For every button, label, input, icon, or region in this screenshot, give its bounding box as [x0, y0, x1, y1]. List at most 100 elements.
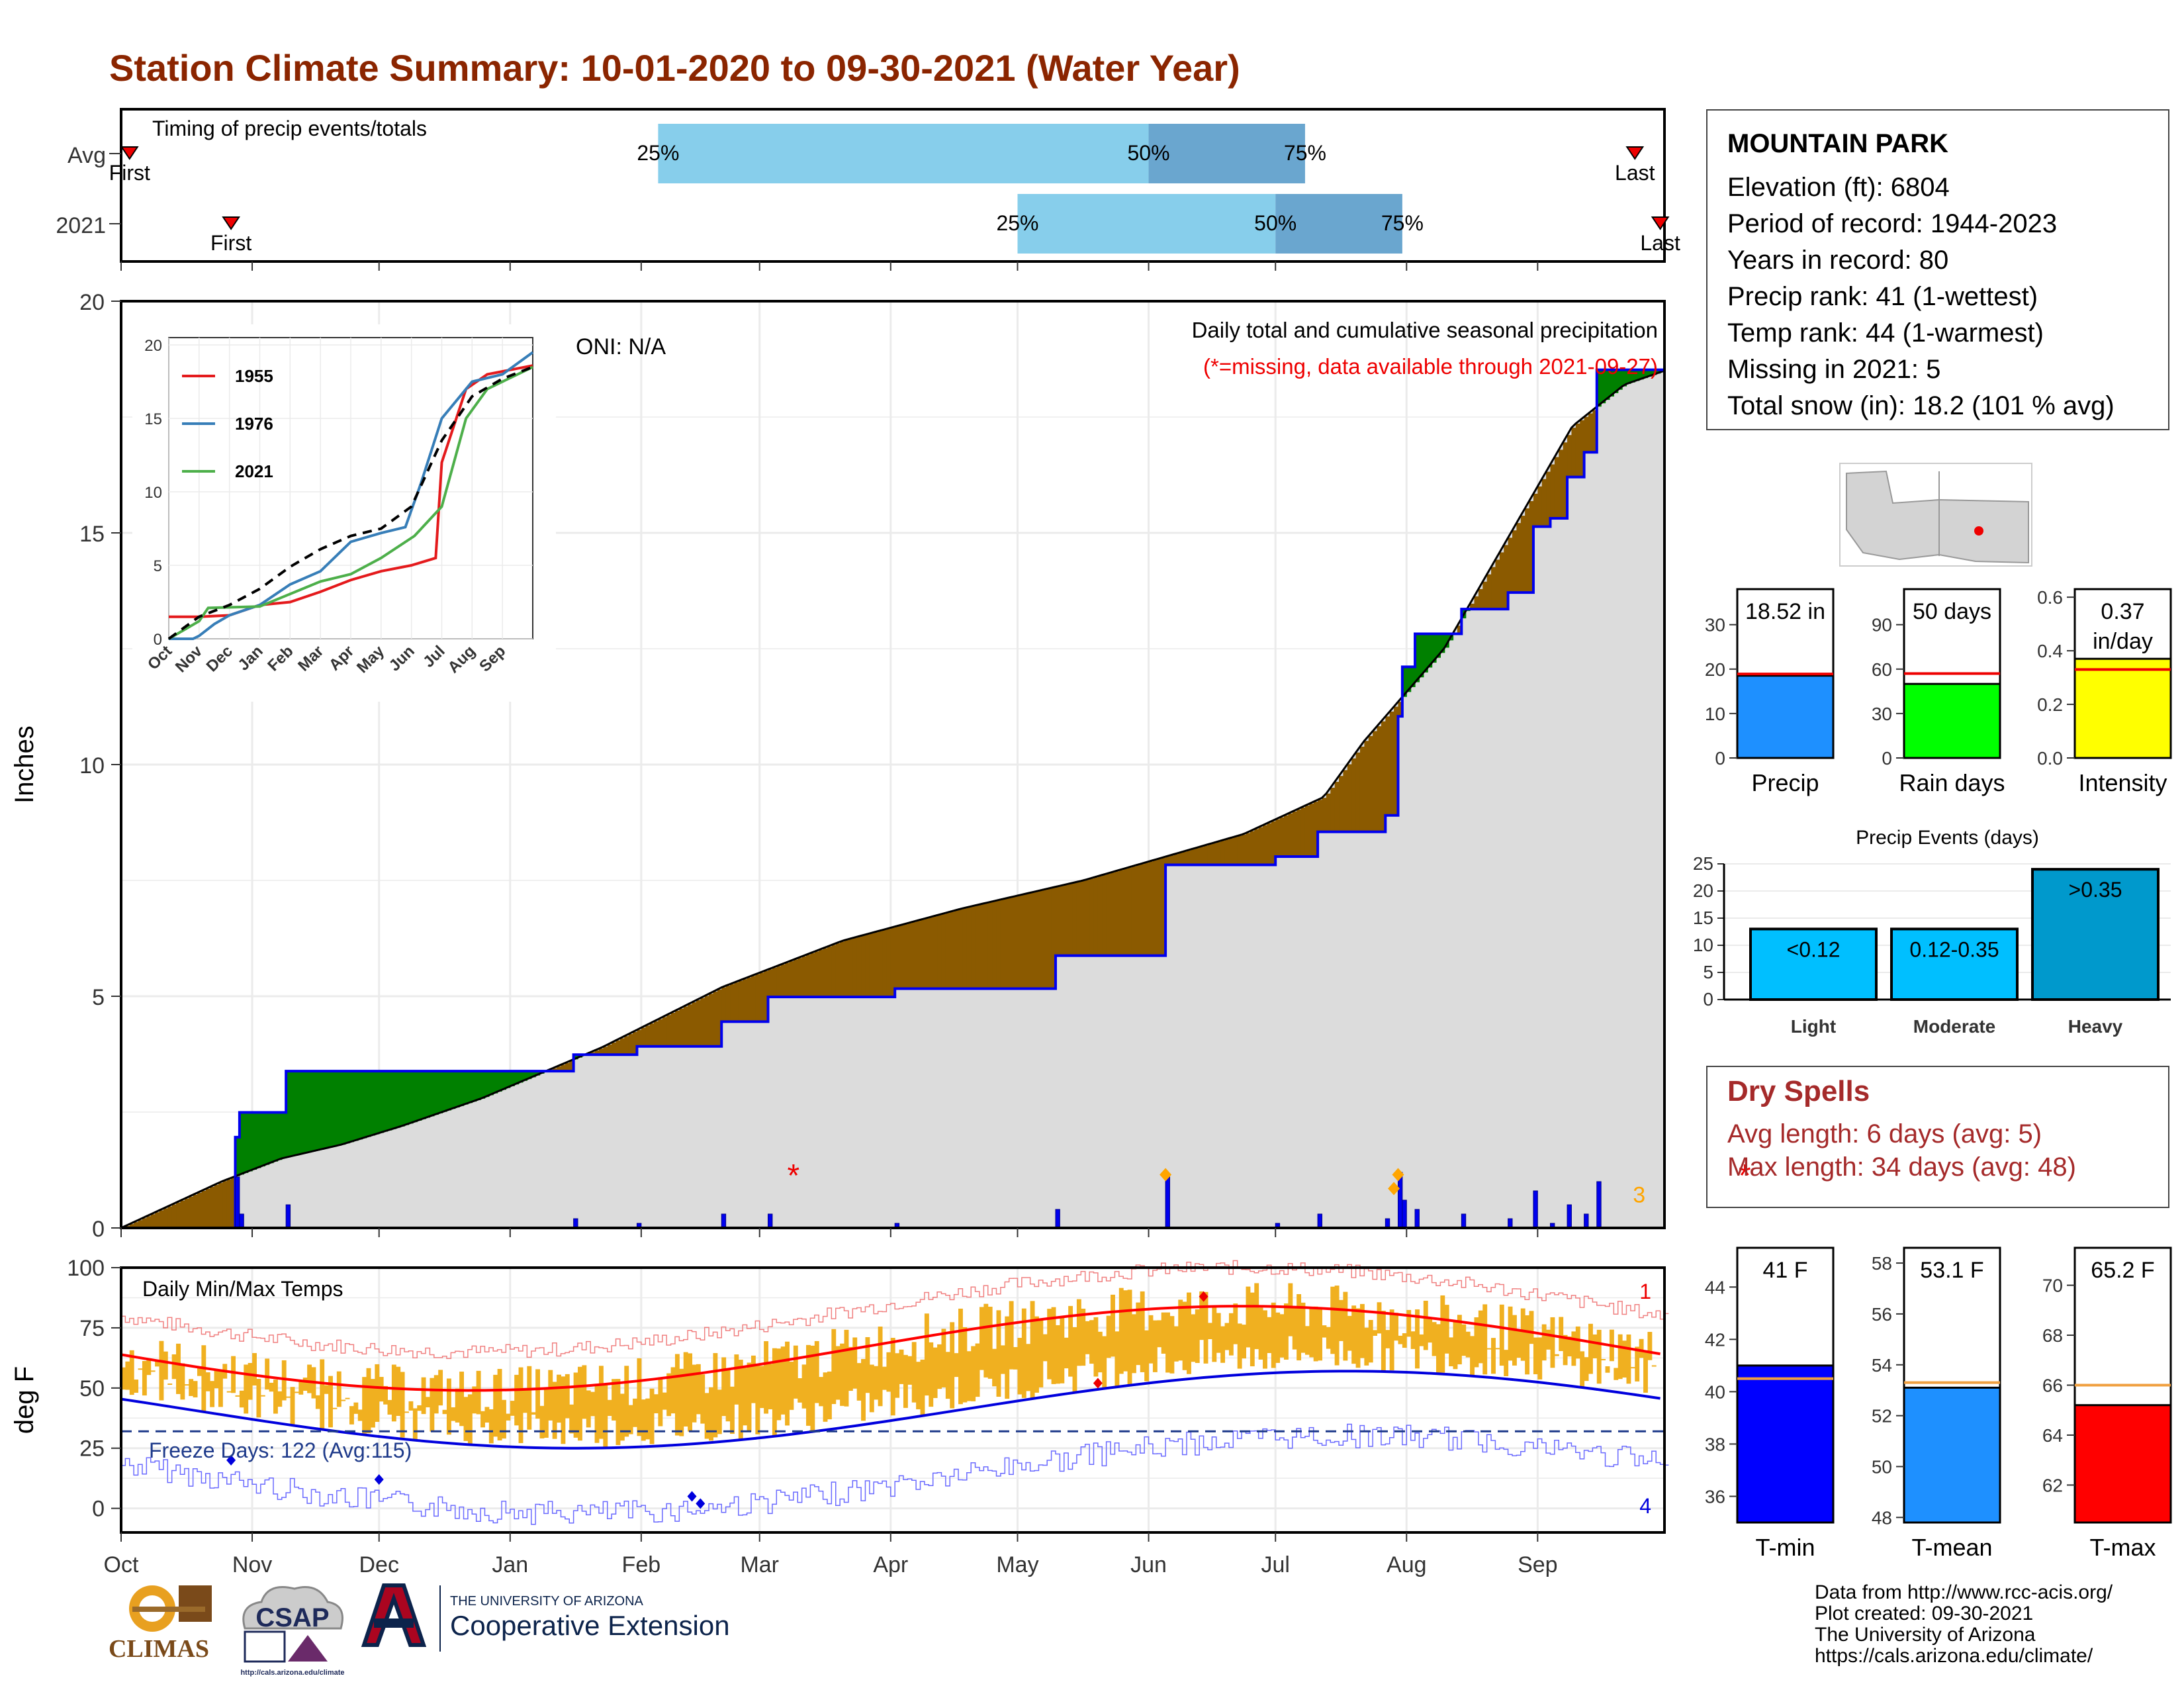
daily-temp-range-bar — [1275, 1312, 1281, 1363]
climas-logo[interactable]: CLIMAS — [106, 1579, 218, 1681]
daily-temp-range-bar — [1364, 1327, 1369, 1366]
station-elevation: Elevation (ft): 6804 — [1727, 173, 1950, 202]
daily-temp-range-bar — [1550, 1317, 1555, 1368]
surplus-area — [349, 1071, 354, 1143]
daily-temp-range-bar — [975, 1343, 980, 1397]
month-tick-label: Apr — [873, 1552, 908, 1577]
deficit-area — [1224, 839, 1230, 865]
tmean-value: 53.1 F — [1920, 1258, 1983, 1283]
surplus-area — [514, 1071, 520, 1085]
daily-temp-range-bar — [1326, 1327, 1331, 1349]
daily-temp-range-bar — [307, 1364, 312, 1393]
deficit-area — [1499, 552, 1504, 610]
deficit-area — [1529, 500, 1534, 593]
daily-temp-range-bar — [1622, 1340, 1627, 1378]
csap-logo[interactable]: CSAP http://cals.arizona.edu/climate — [232, 1579, 351, 1681]
daily-temp-range-bar — [903, 1354, 908, 1408]
daily-temp-range-bar — [865, 1336, 870, 1393]
daily-temp-range-bar — [138, 1368, 143, 1370]
daily-temp-range-bar — [1419, 1334, 1424, 1346]
daily-temp-range-bar — [548, 1370, 553, 1421]
deficit-area — [1097, 876, 1103, 956]
deficit-area — [679, 1008, 684, 1047]
daily-temp-range-bar — [996, 1310, 1001, 1397]
rain_days-y-tick-label: 30 — [1872, 704, 1892, 724]
record-min-marker — [687, 1491, 697, 1502]
deficit-area — [806, 955, 811, 997]
deficit-area — [950, 912, 955, 989]
daily-temp-range-bar — [1258, 1307, 1263, 1360]
daily-temp-range-bar — [1152, 1320, 1158, 1372]
deficit-area — [975, 905, 980, 989]
daily-temp-range-bar — [1643, 1352, 1648, 1393]
ua-logo[interactable]: THE UNIVERSITY OF ARIZONA Cooperative Ex… — [357, 1579, 741, 1662]
deficit-area — [1081, 880, 1086, 956]
daily-temp-range-bar — [531, 1412, 536, 1415]
surplus-area — [1617, 369, 1623, 390]
daily-temp-range-bar — [1237, 1323, 1242, 1369]
daily-temp-range-bar — [522, 1390, 527, 1413]
deficit-area — [755, 974, 760, 1022]
timing-bar-q25-q50 — [658, 124, 1149, 183]
daily-temp-range-bar — [1563, 1335, 1568, 1366]
daily-temp-range-bar — [1144, 1330, 1150, 1382]
daily-temp-range-bar — [624, 1366, 629, 1437]
tmax-bar — [2073, 1404, 2172, 1524]
deficit-area — [1364, 741, 1369, 832]
station-info-box: MOUNTAIN PARK Elevation (ft): 6804 Perio… — [1706, 109, 2169, 430]
daily-temp-range-bar — [1508, 1306, 1513, 1361]
daily-temp-range-bar — [856, 1363, 862, 1401]
deficit-area — [865, 934, 870, 997]
deficit-area — [565, 1062, 570, 1072]
daily-temp-range-bar — [916, 1362, 921, 1409]
daily-temp-range-bar — [467, 1394, 473, 1444]
inset-legend-label: 2021 — [235, 461, 273, 481]
daily-temp-range-bar — [1026, 1344, 1031, 1391]
surplus-area — [467, 1071, 473, 1103]
deficit-area — [1111, 872, 1116, 956]
deficit-area — [171, 1204, 177, 1228]
daily-temp-range-bar — [1639, 1338, 1644, 1358]
daily-temp-range-bar — [751, 1355, 756, 1403]
daily-temp-range-bar — [493, 1374, 498, 1437]
daily-temp-range-bar — [252, 1353, 257, 1386]
daily-temp-range-bar — [1617, 1334, 1623, 1380]
deficit-area — [1089, 878, 1095, 956]
month-tick-label: Feb — [622, 1552, 661, 1577]
deficit-area — [1076, 882, 1081, 956]
daily-temp-range-bar — [835, 1346, 841, 1400]
daily-temp-range-bar — [1377, 1302, 1382, 1334]
snow-marker — [1392, 1168, 1404, 1182]
deficit-area — [780, 964, 786, 997]
temp-y-tick-label: 25 — [79, 1436, 105, 1462]
tmean-bar — [1903, 1386, 2001, 1524]
surplus-area — [375, 1071, 380, 1135]
deficit-area — [226, 1179, 232, 1228]
precip_total-y-tick-label: 10 — [1705, 704, 1725, 724]
daily-temp-range-bar — [1199, 1291, 1205, 1340]
deficit-area — [619, 1038, 625, 1055]
daily-temp-range-bar — [662, 1392, 667, 1410]
daily-temp-range-bar — [189, 1379, 194, 1396]
tmax-label: T-max — [2089, 1534, 2156, 1561]
daily-temp-range-bar — [700, 1374, 705, 1424]
daily-temp-range-bar — [1161, 1312, 1166, 1354]
daily-temp-range-bar — [557, 1374, 561, 1423]
deficit-area — [1279, 817, 1285, 857]
deficit-area — [764, 970, 769, 1022]
deficit-area — [658, 1019, 663, 1047]
daily-temp-range-bar — [277, 1391, 283, 1407]
daily-temp-range-bar — [641, 1399, 646, 1441]
daily-temp-range-bar — [1614, 1368, 1619, 1380]
surplus-area — [522, 1071, 527, 1081]
surplus-area — [353, 1071, 359, 1141]
deficit-area — [1377, 726, 1382, 832]
deficit-area — [1242, 834, 1247, 865]
daily-temp-range-bar — [573, 1372, 578, 1438]
events-y-tick-label: 5 — [1703, 962, 1713, 982]
daily-temp-range-bar — [121, 1367, 126, 1390]
surplus-area — [336, 1071, 341, 1146]
daily-precip-bar — [1397, 1172, 1403, 1229]
station-period: Period of record: 1944-2023 — [1727, 209, 2058, 238]
deficit-area — [1559, 449, 1564, 518]
